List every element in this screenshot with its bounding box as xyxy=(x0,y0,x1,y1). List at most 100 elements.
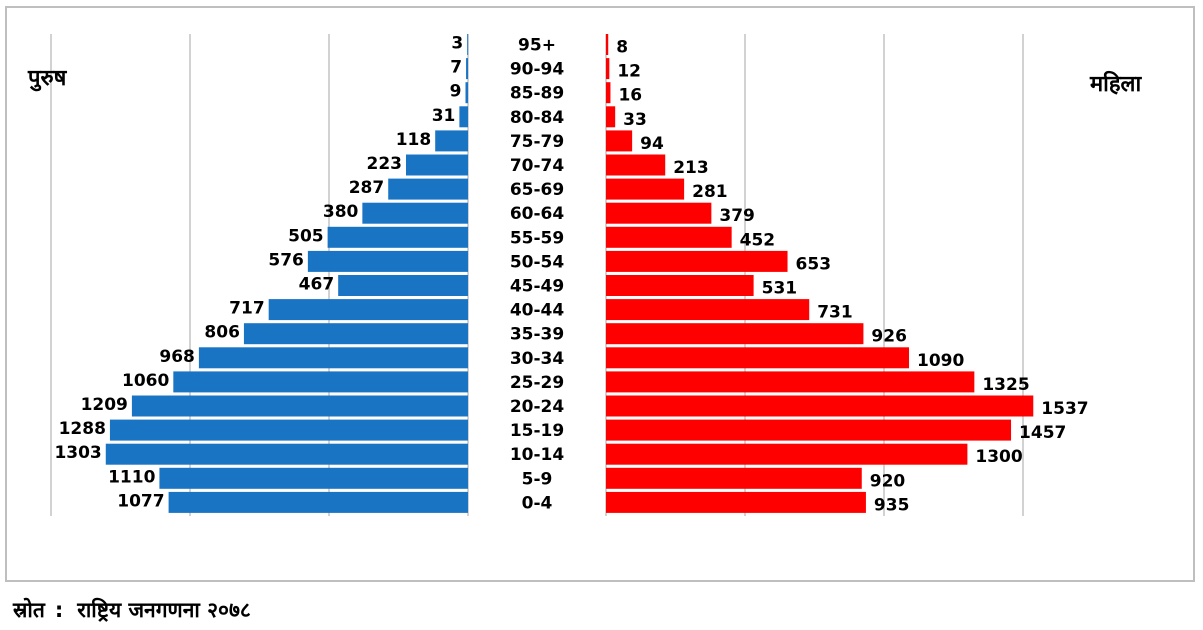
age-group-label: 85-89 xyxy=(510,84,564,104)
age-group-label: 90-94 xyxy=(510,60,565,80)
male-value-label: 118 xyxy=(396,130,432,150)
female-bar xyxy=(606,227,732,248)
source-label: स्रोत xyxy=(13,596,45,624)
female-bar xyxy=(606,420,1011,441)
female-value-label: 935 xyxy=(874,495,910,515)
male-bar xyxy=(406,155,468,176)
female-value-label: 16 xyxy=(618,86,642,106)
female-bar xyxy=(606,203,711,224)
age-group-label: 15-19 xyxy=(510,421,564,441)
age-group-label: 25-29 xyxy=(510,373,564,393)
female-value-label: 1325 xyxy=(982,375,1029,395)
female-bar xyxy=(606,396,1033,417)
male-value-label: 717 xyxy=(229,299,265,319)
male-value-label: 806 xyxy=(204,323,240,343)
male-bar xyxy=(467,34,468,55)
female-bar xyxy=(606,251,788,272)
male-bar xyxy=(159,468,468,489)
female-value-label: 94 xyxy=(640,134,664,154)
male-value-label: 1060 xyxy=(122,371,169,391)
male-value-label: 576 xyxy=(268,250,304,270)
age-group-label: 60-64 xyxy=(510,204,565,224)
female-value-label: 1537 xyxy=(1041,399,1088,419)
female-bar xyxy=(606,371,974,392)
female-bar xyxy=(606,82,610,103)
male-bar xyxy=(244,323,468,344)
female-side-label: महिला xyxy=(1090,68,1141,98)
female-value-label: 12 xyxy=(617,62,641,82)
male-bar xyxy=(199,347,468,368)
female-value-label: 379 xyxy=(719,206,755,226)
age-group-label: 55-59 xyxy=(510,228,564,248)
female-bar xyxy=(606,444,967,465)
female-bar xyxy=(606,347,909,368)
age-group-label: 65-69 xyxy=(510,180,564,200)
age-group-label: 5-9 xyxy=(522,469,553,489)
female-value-label: 33 xyxy=(623,110,647,130)
male-side-label: पुरुष xyxy=(28,62,66,92)
male-bar xyxy=(106,444,468,465)
female-value-label: 653 xyxy=(796,254,832,274)
male-value-label: 31 xyxy=(432,106,456,126)
male-value-label: 380 xyxy=(323,202,359,222)
female-value-label: 531 xyxy=(762,279,798,299)
female-value-label: 926 xyxy=(871,327,907,347)
male-bar xyxy=(132,396,468,417)
female-bar xyxy=(606,58,609,79)
male-bars xyxy=(106,34,468,513)
female-bar xyxy=(606,275,754,296)
age-group-label: 50-54 xyxy=(510,252,565,272)
female-value-label: 731 xyxy=(817,303,853,323)
female-bar xyxy=(606,34,608,55)
male-value-label: 1077 xyxy=(117,491,164,511)
male-bar xyxy=(308,251,468,272)
female-value-label: 8 xyxy=(616,38,628,58)
male-bar xyxy=(435,130,468,151)
male-value-label: 505 xyxy=(288,226,324,246)
male-value-label: 1209 xyxy=(81,395,128,415)
male-value-label: 3 xyxy=(451,34,463,54)
male-value-label: 287 xyxy=(349,178,385,198)
age-group-label: 30-34 xyxy=(510,349,565,369)
age-group-label: 70-74 xyxy=(510,156,565,176)
female-bar xyxy=(606,130,632,151)
female-bar xyxy=(606,323,863,344)
female-value-label: 920 xyxy=(870,471,906,491)
age-group-label: 75-79 xyxy=(510,132,564,152)
male-bar xyxy=(459,106,468,127)
source-text: राष्ट्रिय जनगणना २०७८ xyxy=(77,596,251,624)
male-value-label: 223 xyxy=(367,154,403,174)
female-bar xyxy=(606,179,684,200)
female-bar xyxy=(606,492,866,513)
male-value-label: 7 xyxy=(450,58,462,78)
age-group-label: 80-84 xyxy=(510,108,565,128)
female-value-label: 1300 xyxy=(975,447,1022,467)
female-bar xyxy=(606,155,665,176)
source-separator: : xyxy=(55,598,63,622)
age-group-label: 35-39 xyxy=(510,325,564,345)
female-value-label: 1457 xyxy=(1019,423,1066,443)
age-group-label: 10-14 xyxy=(510,445,565,465)
female-value-label: 281 xyxy=(692,182,728,202)
male-value-label: 1303 xyxy=(54,443,101,463)
female-value-label: 452 xyxy=(740,230,776,250)
age-group-label: 95+ xyxy=(518,36,556,56)
male-value-label: 1288 xyxy=(59,419,106,439)
male-bar xyxy=(173,371,468,392)
age-group-labels: 95+ 90-94 85-89 80-84 75-79 70-74 65-69 60-64 55… xyxy=(510,36,565,514)
male-value-label: 1110 xyxy=(108,467,155,487)
male-bar xyxy=(362,203,468,224)
female-bar xyxy=(606,299,809,320)
male-bar xyxy=(269,299,468,320)
female-value-label: 1090 xyxy=(917,351,964,371)
male-bar xyxy=(465,82,468,103)
female-bar xyxy=(606,468,862,489)
age-group-label: 20-24 xyxy=(510,397,565,417)
male-bar xyxy=(328,227,468,248)
age-group-label: 40-44 xyxy=(510,301,565,321)
male-bar xyxy=(388,179,468,200)
age-group-label: 0-4 xyxy=(522,493,553,513)
age-group-label: 45-49 xyxy=(510,277,564,297)
male-value-label: 968 xyxy=(159,347,195,367)
male-bar xyxy=(169,492,468,513)
